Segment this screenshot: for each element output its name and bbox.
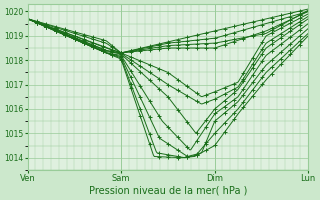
X-axis label: Pression niveau de la mer( hPa ): Pression niveau de la mer( hPa ) — [89, 186, 247, 196]
